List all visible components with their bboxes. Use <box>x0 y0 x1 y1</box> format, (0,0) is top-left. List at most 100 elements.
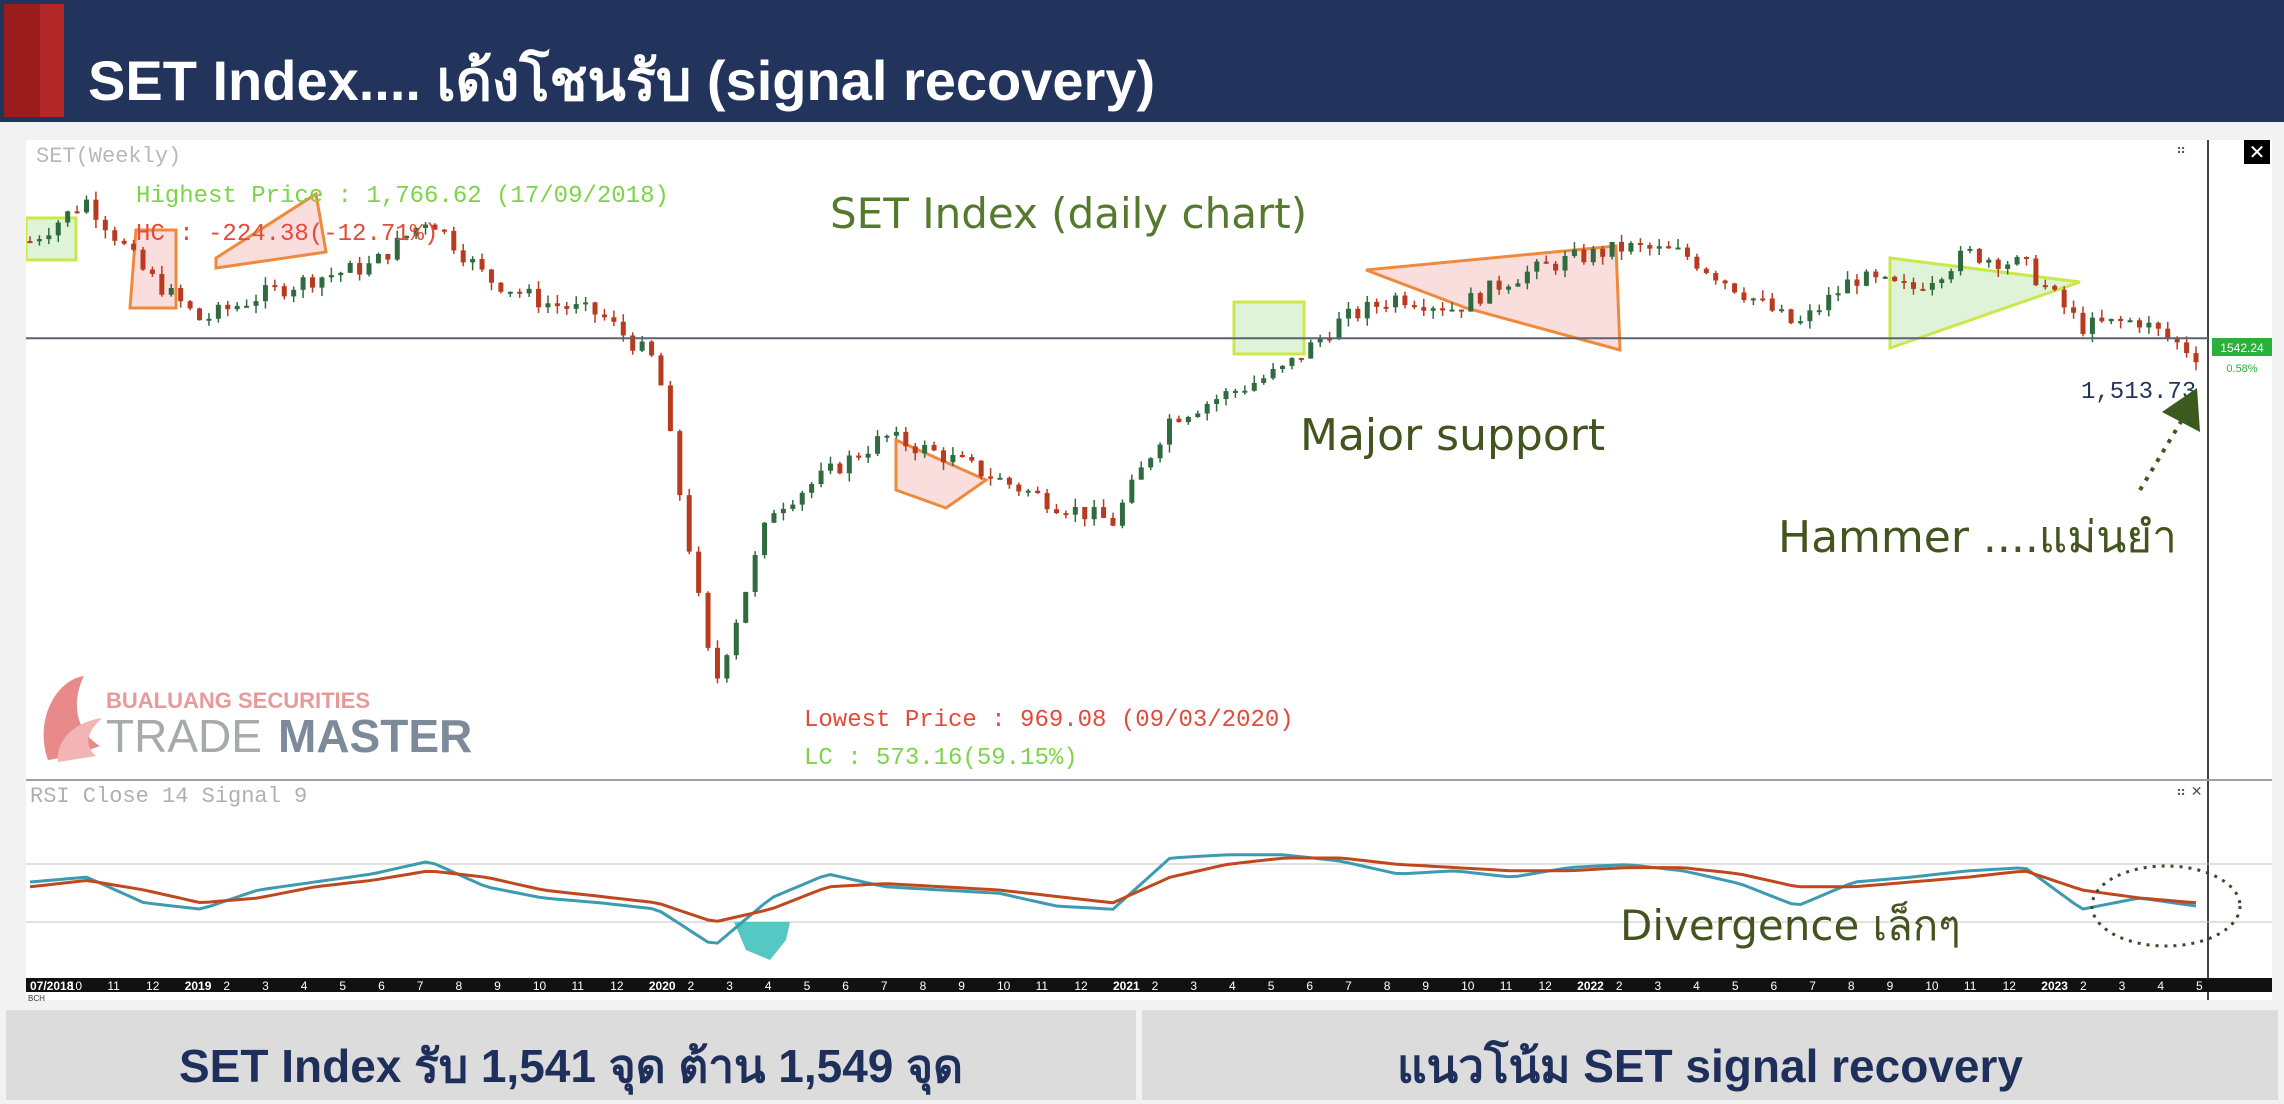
candle-body <box>2061 289 2067 308</box>
candle-body <box>573 304 579 309</box>
candle-body <box>1374 301 1380 307</box>
candle-body <box>131 243 137 250</box>
candle-body <box>1167 418 1173 445</box>
price-tag: 1542.24 <box>2220 341 2264 355</box>
candle-body <box>1553 263 1559 271</box>
candle-body <box>611 317 617 322</box>
major-support-label: Major support <box>1300 410 1605 461</box>
time-tick-label: 4 <box>1229 979 1236 993</box>
candle-body <box>319 277 325 288</box>
candle-body <box>959 455 965 458</box>
time-tick-label: 10 <box>69 979 83 993</box>
candle-body <box>705 592 711 648</box>
time-tick-label: 6 <box>378 979 385 993</box>
candle-body <box>460 250 466 263</box>
candle-body <box>149 269 155 274</box>
candle-body <box>1308 342 1314 359</box>
candle-body <box>714 647 720 679</box>
candle-body <box>1430 308 1436 311</box>
candle-body <box>1684 247 1690 257</box>
candle-body <box>394 237 400 260</box>
candle-body <box>1873 271 1879 278</box>
time-tick-label: 3 <box>262 979 269 993</box>
time-tick-label: 2 <box>1616 979 1623 993</box>
candle-body <box>2005 264 2011 269</box>
time-tick-label: 12 <box>1074 979 1088 993</box>
logo-top-text: BUALUANG SECURITIES <box>106 688 370 713</box>
time-tick-label: 2 <box>223 979 230 993</box>
time-tick-label: 8 <box>455 979 462 993</box>
pattern-triangle <box>1365 244 1622 352</box>
time-tick-label: 7 <box>1809 979 1816 993</box>
candle-body <box>545 303 551 308</box>
candle-body <box>2174 337 2180 343</box>
candle-body <box>2099 317 2105 322</box>
candle-body <box>2127 320 2133 323</box>
candle-body <box>140 249 146 270</box>
candle-body <box>1854 279 1860 286</box>
candle-body <box>1298 357 1304 360</box>
candle-body <box>724 655 730 679</box>
candle-body <box>2089 317 2095 334</box>
candle-body <box>1261 378 1267 383</box>
candle-body <box>762 522 768 556</box>
candle-body <box>1025 490 1031 493</box>
time-axis-bar <box>26 978 2272 992</box>
close-icon[interactable] <box>2244 140 2270 164</box>
candle-body <box>940 450 946 463</box>
chart-panel <box>26 140 2272 1000</box>
candle-body <box>168 288 174 295</box>
candle-body <box>1732 283 1738 293</box>
candle-body <box>1741 292 1747 300</box>
time-tick-label: 12 <box>1538 979 1552 993</box>
candle-body <box>46 235 52 240</box>
candle-body <box>1383 306 1389 309</box>
candle-body <box>1769 298 1775 311</box>
candle-body <box>1901 280 1907 283</box>
pattern-triangle <box>214 191 328 270</box>
candle-body <box>187 301 193 309</box>
rsi-line <box>29 853 2197 945</box>
candle-body <box>507 291 513 294</box>
candle-body <box>1543 261 1549 264</box>
time-tick-label: 5 <box>2196 979 2203 993</box>
time-tick-label: 4 <box>1693 979 1700 993</box>
last-price-label: 1,513.73 <box>2081 379 2196 406</box>
candle-body <box>1807 310 1813 322</box>
chart-canvas: SET(Weekly) ✕ ⠶ Highest Price : 1,766.62… <box>26 140 2272 1002</box>
footer-left-panel: SET Index รับ 1,541 จุด ต้าน 1,549 จุด <box>6 1010 1136 1100</box>
candle-body <box>347 262 353 273</box>
candle-body <box>1656 246 1662 249</box>
candle-body <box>536 288 542 308</box>
time-tick-label: 7 <box>881 979 888 993</box>
candle-body <box>1468 293 1474 312</box>
candle-body <box>479 259 485 270</box>
candle-body <box>215 304 221 319</box>
candle-body <box>1496 280 1502 290</box>
candle-body <box>1647 245 1653 249</box>
candle-body <box>2165 328 2171 338</box>
pattern-triangle <box>1888 256 2081 351</box>
tradermaster-logo: BUALUANG SECURITIES TRADE MASTER <box>43 676 472 762</box>
candle-body <box>1750 298 1756 301</box>
candle-body <box>677 431 683 496</box>
candle-body <box>2118 318 2124 322</box>
candle-body <box>1458 309 1464 312</box>
candle-body <box>922 444 928 454</box>
candle-body <box>1214 399 1220 404</box>
candle-body <box>1242 390 1248 393</box>
candle-body <box>1958 250 1964 272</box>
candle-body <box>1986 259 1992 263</box>
candle-body <box>856 455 862 458</box>
candle-body <box>620 321 626 336</box>
candle-body <box>1035 490 1041 494</box>
candle-body <box>950 455 956 463</box>
candle-body <box>328 275 334 278</box>
candle-body <box>1063 513 1069 516</box>
rsi-close-icon[interactable]: ⠶ ✕ <box>2176 784 2202 800</box>
time-tick-label: 2 <box>1152 979 1159 993</box>
expand-icon[interactable]: ⠶ <box>2176 142 2186 158</box>
candle-body <box>55 222 61 236</box>
candle-body <box>554 303 560 307</box>
